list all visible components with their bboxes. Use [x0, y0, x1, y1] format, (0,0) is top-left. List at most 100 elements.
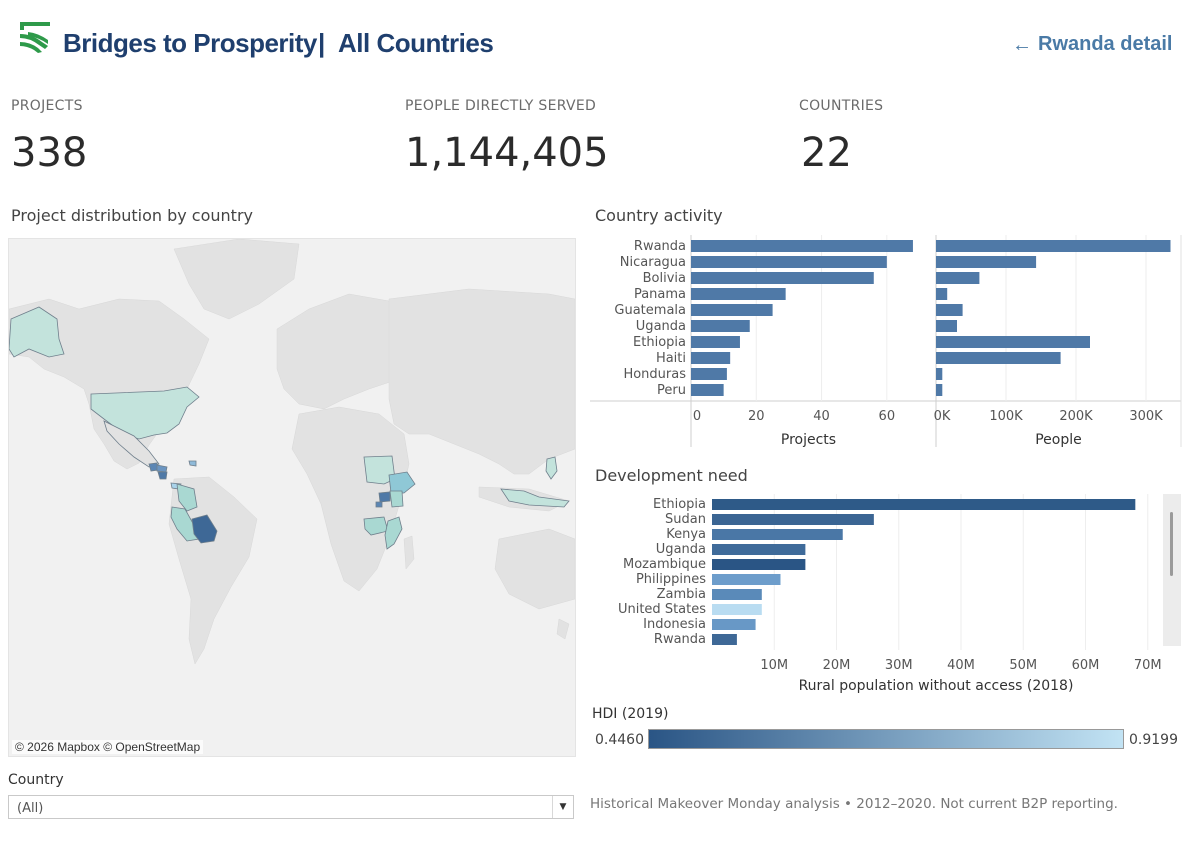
bar-projects-bolivia — [691, 272, 874, 284]
bar-people-bolivia — [936, 272, 980, 284]
tick-label: 200K — [1059, 409, 1093, 424]
bar-uganda — [712, 544, 806, 555]
page-title: All Countries — [338, 28, 494, 58]
bar-philippines — [712, 574, 781, 585]
tick-label: 60M — [1072, 658, 1100, 673]
tick-label: 300K — [1129, 409, 1163, 424]
bar-projects-uganda — [691, 320, 750, 332]
category-label-guatemala: Guatemala — [614, 303, 686, 318]
scrollbar-thumb — [1170, 512, 1173, 576]
category-label-haiti: Haiti — [656, 351, 686, 366]
map-title: Project distribution by country — [11, 206, 253, 225]
bar-people-guatemala — [936, 304, 963, 316]
kpi-people-value: 1,144,405 — [405, 130, 609, 176]
category-label-bolivia: Bolivia — [643, 271, 686, 286]
tick-label: 0 — [693, 409, 701, 424]
bar-people-ethiopia — [936, 336, 1090, 348]
category-label-rwanda: Rwanda — [654, 632, 706, 647]
tick-label: 40M — [947, 658, 975, 673]
bar-ethiopia — [712, 499, 1136, 510]
bar-people-honduras — [936, 368, 943, 380]
hdi-legend-title: HDI (2019) — [592, 706, 669, 722]
tick-label: 30M — [885, 658, 913, 673]
land-madagascar — [403, 535, 415, 570]
tick-label: 70M — [1134, 658, 1162, 673]
bar-projects-nicaragua — [691, 256, 887, 268]
country-ethiopia — [388, 471, 416, 494]
category-label-rwanda: Rwanda — [634, 239, 686, 254]
axis-label-people: People — [1035, 432, 1082, 448]
country-peru — [170, 506, 200, 542]
axis-label-projects: Projects — [781, 432, 836, 448]
country-united-states — [90, 386, 200, 440]
bar-people-rwanda — [936, 240, 1171, 252]
country-mexico — [103, 420, 160, 468]
rwanda-detail-link[interactable]: ← Rwanda detail — [1012, 33, 1172, 56]
category-label-ethiopia: Ethiopia — [633, 335, 686, 350]
country-filter-label: Country — [8, 772, 64, 788]
country-uganda — [378, 491, 391, 503]
category-label-uganda: Uganda — [656, 542, 706, 557]
category-label-nicaragua: Nicaragua — [620, 255, 686, 270]
arrow-left-icon: ← — [1012, 33, 1032, 56]
country-philippines — [545, 456, 558, 480]
hdi-gradient-bar — [648, 729, 1124, 749]
category-label-ethiopia: Ethiopia — [653, 497, 706, 512]
tick-label: 20M — [823, 658, 851, 673]
category-label-mozambique: Mozambique — [623, 557, 706, 572]
country-kenya — [389, 490, 404, 508]
hdi-legend-max: 0.9199 — [1129, 732, 1178, 748]
tick-label: 50M — [1009, 658, 1037, 673]
development-need-title: Development need — [595, 466, 748, 485]
hdi-legend-min: 0.4460 — [595, 732, 644, 748]
bar-kenya — [712, 529, 843, 540]
category-label-indonesia: Indonesia — [643, 617, 706, 632]
kpi-projects-label: PROJECTS — [11, 98, 83, 114]
tick-label: 100K — [989, 409, 1023, 424]
bar-projects-peru — [691, 384, 724, 396]
footnote: Historical Makeover Monday analysis • 20… — [590, 796, 1118, 812]
kpi-countries-label: COUNTRIES — [799, 98, 884, 114]
land-australia — [494, 528, 575, 610]
country-alaska — [9, 306, 65, 358]
bar-projects-ethiopia — [691, 336, 740, 348]
tick-label: 0K — [934, 409, 951, 424]
country-mozambique — [384, 516, 403, 550]
bar-people-haiti — [936, 352, 1061, 364]
kpi-people-label: PEOPLE DIRECTLY SERVED — [405, 98, 597, 114]
country-filter-select[interactable]: (All) ▼ — [8, 795, 574, 819]
tick-label: 10M — [760, 658, 788, 673]
land-africa — [291, 406, 410, 592]
category-label-honduras: Honduras — [623, 367, 686, 382]
category-label-philippines: Philippines — [636, 572, 706, 587]
category-label-peru: Peru — [657, 383, 686, 398]
bar-zambia — [712, 589, 762, 600]
bar-people-panama — [936, 288, 948, 300]
bar-indonesia — [712, 619, 756, 630]
tick-label: 40 — [813, 409, 830, 424]
bar-projects-rwanda — [691, 240, 913, 252]
bar-people-uganda — [936, 320, 957, 332]
bar-projects-panama — [691, 288, 786, 300]
country-activity-title: Country activity — [595, 206, 723, 225]
land-asia — [388, 288, 575, 475]
world-map[interactable]: © 2026 Mapbox © OpenStreetMap — [8, 238, 576, 757]
country-indonesia — [500, 488, 570, 508]
country-rwanda — [375, 501, 383, 508]
title-separator: | — [318, 28, 325, 58]
category-label-zambia: Zambia — [657, 587, 706, 602]
rwanda-detail-label: Rwanda detail — [1038, 33, 1173, 55]
category-label-united-states: United States — [618, 602, 706, 617]
country-bolivia — [191, 514, 218, 544]
country-nicaragua — [157, 471, 168, 480]
bar-people-nicaragua — [936, 256, 1037, 268]
country-zambia — [363, 516, 389, 536]
bridge-logo-icon — [20, 22, 50, 53]
brand-name: Bridges to Prosperity — [63, 28, 317, 58]
country-filter-value: (All) — [17, 801, 44, 816]
bar-mozambique — [712, 559, 806, 570]
map-credit: © 2026 Mapbox © OpenStreetMap — [12, 740, 204, 754]
category-label-kenya: Kenya — [666, 527, 706, 542]
kpi-countries-value: 22 — [801, 130, 852, 176]
land-greenland — [173, 239, 300, 320]
